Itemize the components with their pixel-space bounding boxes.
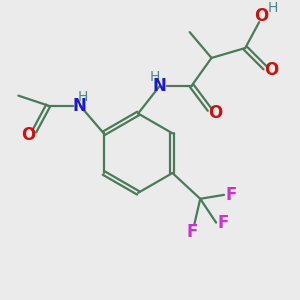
Text: H: H [268, 1, 278, 15]
Text: O: O [208, 104, 223, 122]
Text: N: N [73, 97, 87, 115]
Text: F: F [218, 214, 229, 232]
Text: H: H [78, 90, 88, 104]
Text: O: O [264, 61, 278, 79]
Text: F: F [187, 223, 198, 241]
Text: H: H [150, 70, 160, 84]
Text: N: N [153, 77, 167, 95]
Text: O: O [21, 126, 35, 144]
Text: F: F [225, 186, 237, 204]
Text: O: O [254, 7, 268, 25]
